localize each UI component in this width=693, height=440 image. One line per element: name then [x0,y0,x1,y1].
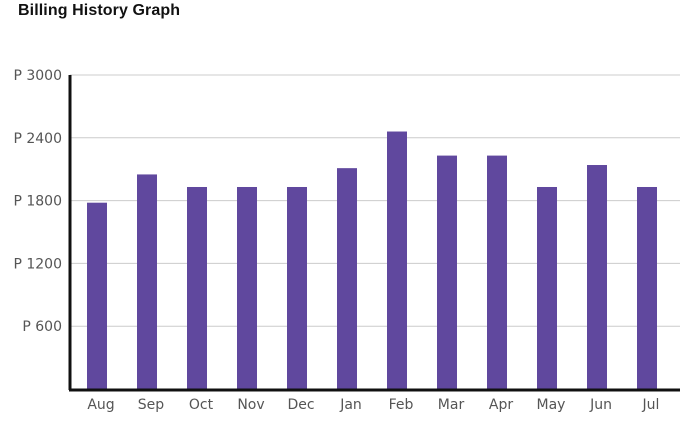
x-tick-label: Sep [138,397,165,413]
y-tick-label: P 1200 [13,256,62,272]
y-tick-label: P 600 [22,319,62,335]
bar [237,186,257,389]
bar [437,155,457,389]
x-tick-label: Dec [287,397,314,413]
y-tick-label: P 3000 [13,68,62,84]
bar [487,155,507,389]
x-tick-label: Jun [589,397,612,413]
x-tick-label: May [537,397,566,413]
bar [137,174,157,389]
y-tick-label: P 2400 [13,131,62,147]
x-tick-label: Feb [389,397,414,413]
bar [387,131,407,389]
bar [537,186,557,389]
bar [637,186,657,389]
x-tick-label: Apr [489,397,513,413]
x-tick-label: Mar [438,397,465,413]
bar [587,165,607,389]
x-tick-label: Oct [189,397,214,413]
bar [337,168,357,389]
bar [87,202,107,389]
x-tick-label: Nov [237,397,264,413]
chart-title: Billing History Graph [18,2,181,19]
x-tick-label: Jan [339,397,362,413]
bar [187,186,207,389]
y-tick-label: P 1800 [13,194,62,210]
x-tick-label: Jul [642,397,660,413]
x-tick-label: Aug [87,397,114,413]
bar [287,186,307,389]
